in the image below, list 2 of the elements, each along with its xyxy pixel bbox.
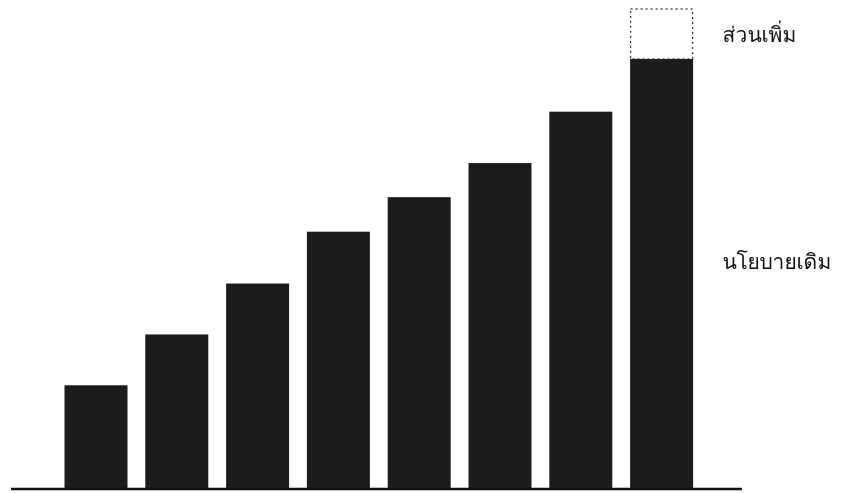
series-label: นโยบายเดิม: [722, 250, 832, 274]
series-label: ส่วนเพิ่ม: [722, 20, 797, 47]
